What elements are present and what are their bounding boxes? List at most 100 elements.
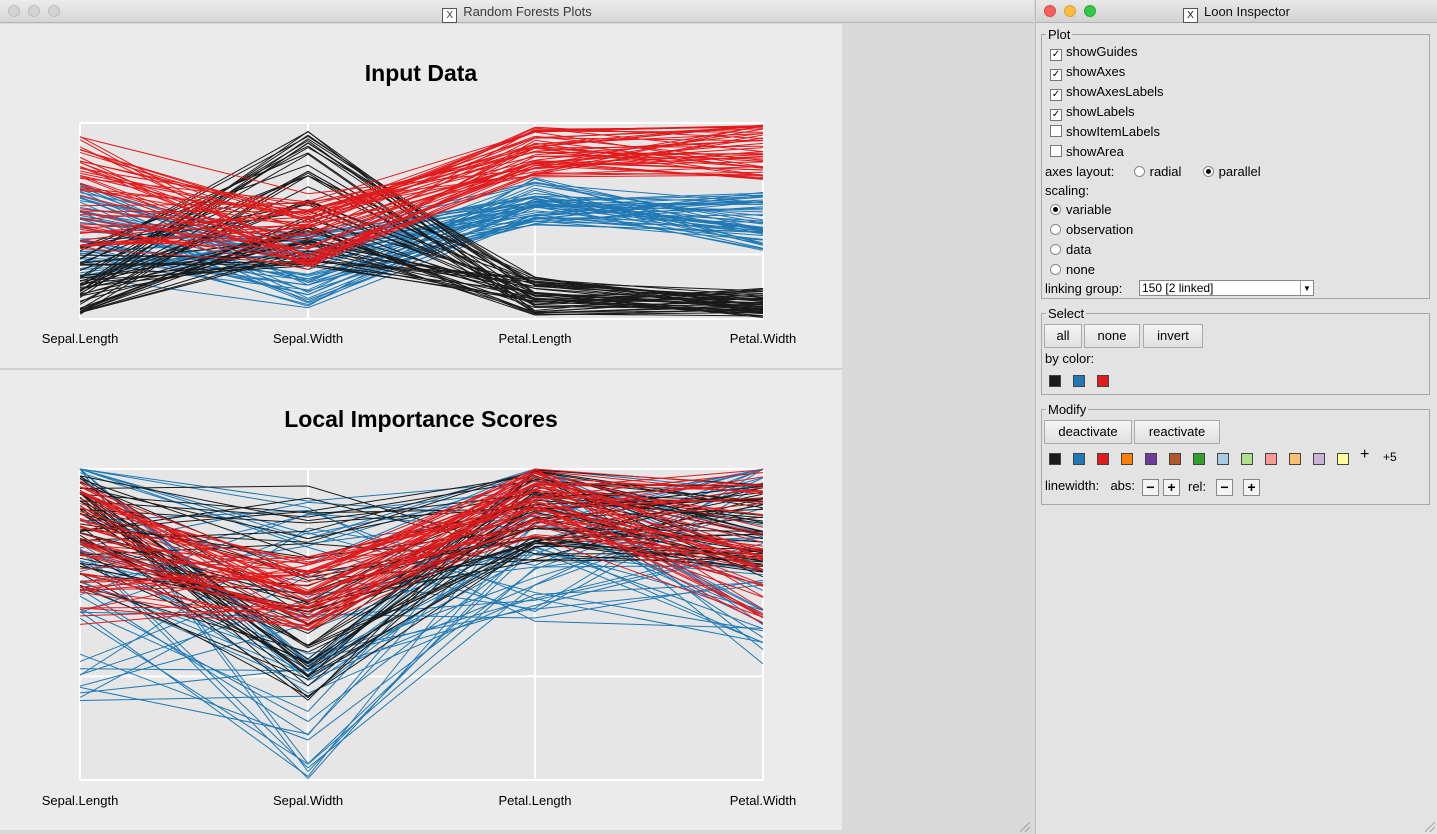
- setosa-line[interactable]: [79, 475, 764, 560]
- setosa-line[interactable]: [79, 238, 764, 316]
- rel-decrease-button[interactable]: −: [1216, 479, 1233, 496]
- versicolor-line[interactable]: [79, 192, 764, 238]
- versicolor-line[interactable]: [79, 472, 764, 623]
- virginica-line[interactable]: [79, 468, 764, 617]
- virginica-line[interactable]: [79, 128, 764, 248]
- more-colors-label[interactable]: +5: [1383, 450, 1397, 464]
- versicolor-line[interactable]: [79, 468, 764, 663]
- color-swatch[interactable]: [1337, 453, 1349, 465]
- setosa-line[interactable]: [79, 263, 764, 310]
- color-swatch[interactable]: [1313, 453, 1325, 465]
- checkbox[interactable]: [1050, 125, 1062, 137]
- virginica-line[interactable]: [79, 137, 764, 216]
- select-invert-button[interactable]: invert: [1143, 324, 1203, 348]
- radio-scaling-none[interactable]: none: [1050, 261, 1095, 279]
- radio-scaling-variable[interactable]: variable: [1050, 201, 1112, 219]
- setosa-line[interactable]: [79, 541, 764, 653]
- color-swatch[interactable]: [1193, 453, 1205, 465]
- close-button[interactable]: [8, 5, 20, 17]
- chevron-down-icon[interactable]: ▼: [1300, 281, 1313, 295]
- versicolor-line[interactable]: [79, 542, 764, 694]
- versicolor-line[interactable]: [79, 545, 764, 723]
- zoom-button[interactable]: [1084, 5, 1096, 17]
- checkbox[interactable]: [1050, 145, 1062, 157]
- virginica-line[interactable]: [79, 139, 764, 266]
- checkbox[interactable]: ✓: [1050, 89, 1062, 101]
- virginica-line[interactable]: [79, 471, 764, 588]
- virginica-line[interactable]: [79, 476, 764, 591]
- linking-group-combobox[interactable]: 150 [2 linked] ▼: [1139, 280, 1314, 296]
- add-color-icon[interactable]: +: [1360, 446, 1370, 463]
- virginica-line[interactable]: [79, 483, 764, 631]
- color-swatch[interactable]: [1049, 375, 1061, 387]
- virginica-line[interactable]: [79, 164, 764, 247]
- color-swatch[interactable]: [1073, 375, 1085, 387]
- parallel-coordinates-plot[interactable]: [0, 370, 842, 830]
- checkbox-show-axes-labels[interactable]: ✓ showAxesLabels: [1050, 84, 1164, 101]
- versicolor-line[interactable]: [79, 189, 764, 291]
- setosa-line[interactable]: [79, 172, 764, 314]
- setosa-line[interactable]: [79, 493, 764, 514]
- virginica-line[interactable]: [79, 469, 764, 579]
- deactivate-button[interactable]: deactivate: [1044, 420, 1132, 444]
- checkbox[interactable]: ✓: [1050, 69, 1062, 81]
- virginica-line[interactable]: [79, 483, 764, 598]
- virginica-line[interactable]: [79, 496, 764, 591]
- versicolor-line[interactable]: [79, 477, 764, 769]
- virginica-line[interactable]: [79, 165, 764, 233]
- setosa-line[interactable]: [79, 139, 764, 311]
- radio-radial[interactable]: [1133, 166, 1145, 177]
- virginica-line[interactable]: [79, 140, 764, 223]
- virginica-line[interactable]: [79, 520, 764, 619]
- minimize-button[interactable]: [28, 5, 40, 17]
- setosa-line[interactable]: [79, 541, 764, 680]
- setosa-line[interactable]: [79, 241, 764, 300]
- setosa-line[interactable]: [79, 227, 764, 316]
- rel-increase-button[interactable]: +: [1243, 479, 1260, 496]
- color-swatch[interactable]: [1097, 375, 1109, 387]
- virginica-line[interactable]: [79, 475, 764, 620]
- reactivate-button[interactable]: reactivate: [1134, 420, 1220, 444]
- versicolor-line[interactable]: [79, 201, 764, 277]
- color-swatch[interactable]: [1121, 453, 1133, 465]
- checkbox-show-area[interactable]: showArea: [1050, 143, 1124, 161]
- color-swatch[interactable]: [1217, 453, 1229, 465]
- virginica-line[interactable]: [79, 125, 764, 220]
- setosa-line[interactable]: [79, 175, 764, 307]
- setosa-line[interactable]: [79, 260, 764, 297]
- checkbox-show-guides[interactable]: ✓ showGuides: [1050, 44, 1138, 61]
- versicolor-line[interactable]: [79, 217, 764, 309]
- local-importance-plot[interactable]: Local Importance Scores Sepal.Length Sep…: [0, 370, 842, 830]
- checkbox-show-item-labels[interactable]: showItemLabels: [1050, 123, 1160, 141]
- color-swatch[interactable]: [1169, 453, 1181, 465]
- abs-increase-button[interactable]: +: [1163, 479, 1180, 496]
- virginica-line[interactable]: [79, 486, 764, 595]
- zoom-button[interactable]: [48, 5, 60, 17]
- minimize-button[interactable]: [1064, 5, 1076, 17]
- virginica-line[interactable]: [79, 472, 764, 566]
- color-swatch[interactable]: [1073, 453, 1085, 465]
- checkbox-show-labels[interactable]: ✓ showLabels: [1050, 104, 1135, 121]
- checkbox[interactable]: ✓: [1050, 49, 1062, 61]
- virginica-line[interactable]: [79, 131, 764, 221]
- virginica-line[interactable]: [79, 468, 764, 615]
- virginica-line[interactable]: [79, 514, 764, 598]
- virginica-line[interactable]: [79, 468, 764, 598]
- versicolor-line[interactable]: [79, 201, 764, 278]
- setosa-line[interactable]: [79, 170, 764, 314]
- input-data-plot[interactable]: Input Data Sepal.Length Sepal.Width Peta…: [0, 24, 842, 368]
- color-swatch[interactable]: [1289, 453, 1301, 465]
- setosa-line[interactable]: [79, 479, 764, 532]
- virginica-line[interactable]: [79, 152, 764, 212]
- radio-scaling-data[interactable]: data: [1050, 241, 1091, 259]
- virginica-line[interactable]: [79, 535, 764, 609]
- versicolor-line[interactable]: [79, 217, 764, 301]
- setosa-line[interactable]: [79, 476, 764, 647]
- resize-grip[interactable]: [1020, 822, 1030, 832]
- virginica-line[interactable]: [79, 504, 764, 625]
- radio-scaling-observation[interactable]: observation: [1050, 221, 1133, 239]
- setosa-line[interactable]: [79, 470, 764, 701]
- checkbox-show-axes[interactable]: ✓ showAxes: [1050, 64, 1126, 81]
- setosa-line[interactable]: [79, 153, 764, 314]
- virginica-line[interactable]: [79, 497, 764, 570]
